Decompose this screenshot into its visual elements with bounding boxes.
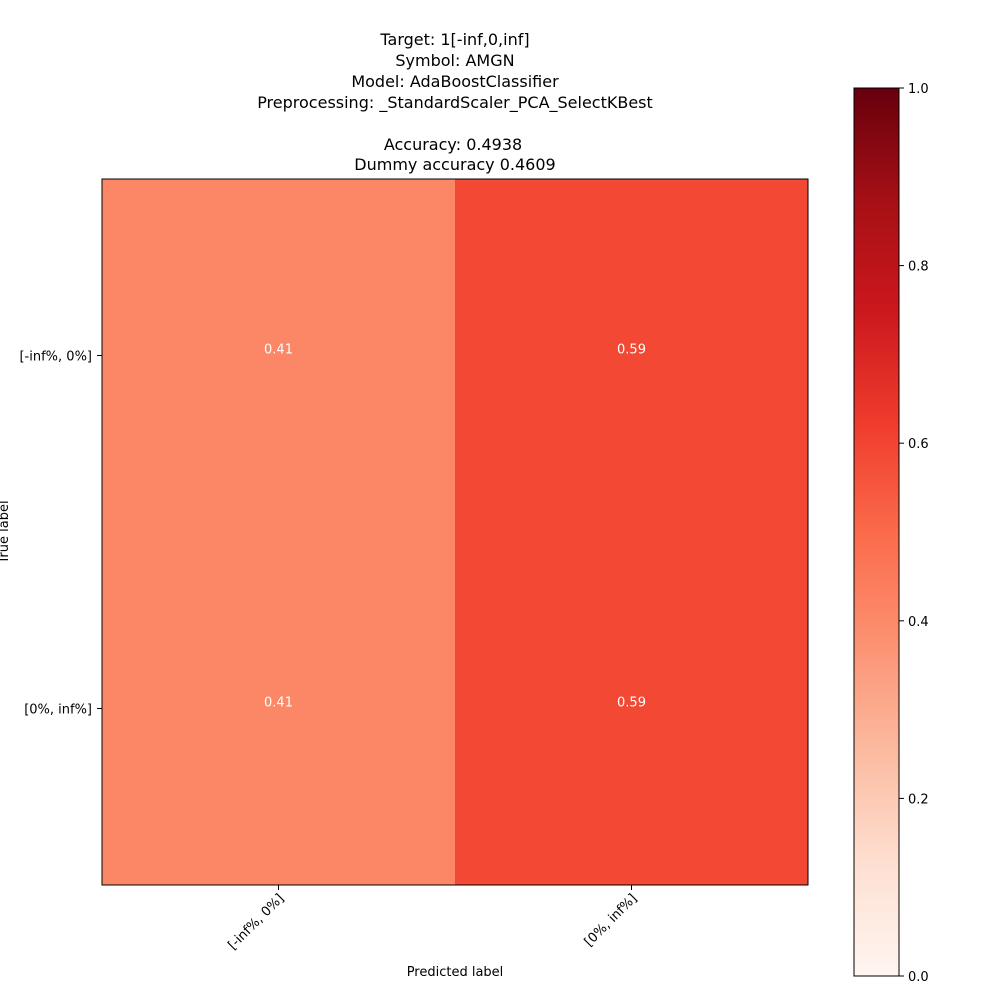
colorbar-tick-label: 0.6 bbox=[908, 437, 929, 452]
x-axis-label: Predicted label bbox=[407, 965, 504, 980]
x-tick-label: [0%, inf%] bbox=[582, 891, 641, 950]
colorbar-tick-label: 0.2 bbox=[908, 792, 929, 807]
x-axis-ticks: [-inf%, 0%] [0%, inf%] bbox=[225, 885, 640, 953]
chart-title: Target: 1[-inf,0,inf] Symbol: AMGN Model… bbox=[257, 30, 653, 174]
heatmap-cell-label: 0.59 bbox=[617, 343, 646, 358]
heatmap-cell-label: 0.59 bbox=[617, 696, 646, 711]
x-tick-label: [-inf%, 0%] bbox=[225, 891, 287, 953]
heatmap-cell bbox=[102, 179, 456, 533]
heatmap-cell-label: 0.41 bbox=[264, 343, 293, 358]
plot-frame bbox=[101, 178, 809, 886]
heatmap-cell bbox=[102, 532, 456, 886]
heatmap-cell-labels: 0.41 0.59 0.41 0.59 bbox=[264, 343, 646, 711]
colorbar-tick-label: 0.8 bbox=[908, 260, 929, 275]
colorbar-tick-label: 0.4 bbox=[908, 615, 929, 630]
title-line: Target: 1[-inf,0,inf] bbox=[379, 30, 529, 49]
title-line: Model: AdaBoostClassifier bbox=[351, 72, 559, 91]
colorbar bbox=[853, 87, 900, 977]
title-line: Accuracy: 0.4938 bbox=[384, 135, 522, 154]
y-axis-ticks: [-inf%, 0%] [0%, inf%] bbox=[19, 350, 102, 718]
heatmap-cell bbox=[455, 532, 809, 886]
y-tick-label: [-inf%, 0%] bbox=[19, 350, 92, 365]
y-axis-label: True label bbox=[0, 500, 12, 564]
colorbar-tick-label: 0.0 bbox=[908, 970, 929, 985]
colorbar-tick-label: 1.0 bbox=[908, 82, 929, 97]
title-line: Symbol: AMGN bbox=[395, 51, 514, 70]
title-line: Dummy accuracy 0.4609 bbox=[354, 155, 555, 174]
colorbar-ticks: 0.0 0.2 0.4 0.6 0.8 1.0 bbox=[899, 82, 929, 985]
heatmap-cells bbox=[102, 179, 809, 886]
y-tick-label: [0%, inf%] bbox=[24, 703, 92, 718]
heatmap-cell-label: 0.41 bbox=[264, 696, 293, 711]
heatmap-cell bbox=[455, 179, 809, 533]
title-line: Preprocessing: _StandardScaler_PCA_Selec… bbox=[257, 93, 653, 113]
